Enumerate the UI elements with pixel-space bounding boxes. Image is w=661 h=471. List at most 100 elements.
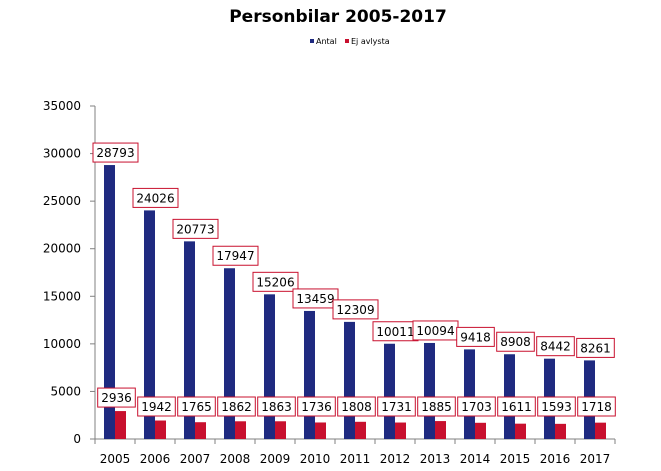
- data-label-ej-avlysta: 1718: [577, 396, 616, 417]
- data-label-box: [496, 331, 535, 352]
- data-label-antal: 15206: [252, 271, 299, 292]
- data-label-ej-avlysta: 2936: [97, 387, 136, 408]
- bar-antal: [104, 165, 115, 439]
- x-tick-label: 2016: [540, 452, 571, 466]
- x-tick-label: 2005: [100, 452, 131, 466]
- data-label-box: [337, 396, 376, 417]
- data-label-value: 1593: [541, 400, 572, 414]
- data-label-ej-avlysta: 1736: [297, 396, 336, 417]
- data-label-box: [132, 187, 179, 208]
- y-tick-label: 25000: [43, 194, 81, 208]
- data-label-value: 1862: [221, 400, 252, 414]
- chart-title: Personbilar 2005-2017: [229, 7, 447, 27]
- bar-antal: [264, 294, 275, 439]
- bar-antal: [344, 321, 355, 439]
- bar-antal: [384, 343, 395, 439]
- data-label-box: [297, 396, 336, 417]
- bar-antal: [424, 342, 435, 439]
- bar-ej-avlysta: [275, 421, 286, 439]
- bar-ej-avlysta: [395, 422, 406, 439]
- data-label-value: 1736: [301, 400, 332, 414]
- bar-antal: [464, 349, 475, 439]
- data-label-antal: 10094: [412, 320, 459, 341]
- data-label-box: [537, 396, 576, 417]
- bars: [104, 165, 606, 439]
- data-label-box: [217, 396, 256, 417]
- data-label-box: [417, 396, 456, 417]
- data-label-antal: 12309: [332, 299, 379, 320]
- data-label-box: [137, 396, 176, 417]
- data-label-box: [536, 336, 575, 357]
- data-label-value: 9418: [460, 330, 491, 344]
- data-label-value: 1611: [501, 400, 532, 414]
- bar-ej-avlysta: [355, 421, 366, 439]
- data-label-ej-avlysta: 1942: [137, 396, 176, 417]
- x-tick-label: 2011: [340, 452, 371, 466]
- bar-antal: [184, 241, 195, 439]
- legend-swatch-ej-avlysta: [345, 39, 349, 43]
- bar-ej-avlysta: [435, 421, 446, 439]
- data-label-box: [252, 271, 299, 292]
- data-label-ej-avlysta: 1731: [377, 396, 416, 417]
- legend-swatch-antal: [310, 39, 314, 43]
- data-label-value: 24026: [136, 191, 174, 205]
- data-label-box: [577, 396, 616, 417]
- y-axis: 0 5000 10000 15000 20000 25000 30000 35000: [43, 99, 96, 446]
- data-label-value: 8261: [580, 341, 611, 355]
- bar-ej-avlysta: [115, 411, 126, 439]
- data-label-box: [177, 396, 216, 417]
- data-label-box: [497, 396, 536, 417]
- x-tick-label: 2008: [220, 452, 251, 466]
- data-label-value: 10094: [416, 324, 454, 338]
- x-tick-label: 2017: [580, 452, 611, 466]
- data-label-value: 1765: [181, 400, 212, 414]
- data-label-ej-avlysta: 1808: [337, 396, 376, 417]
- data-label-box: [212, 245, 259, 266]
- legend-label-ej-avlysta: Ej avlysta: [351, 37, 390, 46]
- bar-antal: [304, 310, 315, 439]
- data-label-antal: 9418: [456, 326, 495, 347]
- data-label-antal: 8261: [576, 337, 615, 358]
- data-labels: 28793 2936 24026 1942 20773 1765 17947 1862 1520…: [92, 142, 616, 417]
- data-label-antal: 28793: [92, 142, 139, 163]
- x-tick-label: 2012: [380, 452, 411, 466]
- data-label-ej-avlysta: 1611: [497, 396, 536, 417]
- y-tick-label: 10000: [43, 337, 81, 351]
- data-label-box: [457, 396, 496, 417]
- data-label-ej-avlysta: 1765: [177, 396, 216, 417]
- data-label-box: [172, 218, 219, 239]
- data-label-box: [456, 326, 495, 347]
- data-label-value: 1731: [381, 400, 412, 414]
- data-label-value: 13459: [296, 292, 334, 306]
- data-label-value: 8442: [540, 340, 571, 354]
- data-label-ej-avlysta: 1863: [257, 396, 296, 417]
- data-label-box: [377, 396, 416, 417]
- x-tick-label: 2009: [260, 452, 291, 466]
- data-label-antal: 24026: [132, 187, 179, 208]
- legend-label-antal: Antal: [316, 37, 337, 46]
- data-label-box: [92, 142, 139, 163]
- data-label-value: 1703: [461, 400, 492, 414]
- data-label-value: 12309: [336, 303, 374, 317]
- data-label-antal: 10011: [372, 321, 419, 342]
- y-tick-label: 15000: [43, 289, 81, 303]
- y-tick-label: 0: [73, 432, 81, 446]
- data-label-ej-avlysta: 1593: [537, 396, 576, 417]
- data-label-antal: 8442: [536, 336, 575, 357]
- data-label-box: [332, 299, 379, 320]
- data-label-value: 10011: [376, 325, 414, 339]
- data-label-box: [576, 337, 615, 358]
- bar-ej-avlysta: [595, 422, 606, 439]
- data-label-box: [292, 288, 339, 309]
- x-tick-label: 2013: [420, 452, 451, 466]
- x-tick-label: 2007: [180, 452, 211, 466]
- y-tick-label: 35000: [43, 99, 81, 113]
- data-label-ej-avlysta: 1862: [217, 396, 256, 417]
- data-label-antal: 13459: [292, 288, 339, 309]
- y-tick-label: 5000: [50, 384, 81, 398]
- data-label-value: 2936: [101, 391, 132, 405]
- data-label-value: 1885: [421, 400, 452, 414]
- x-axis: 2005 2006 2007 2008 2009 2010 2011 2012 2013 2014…: [94, 438, 616, 466]
